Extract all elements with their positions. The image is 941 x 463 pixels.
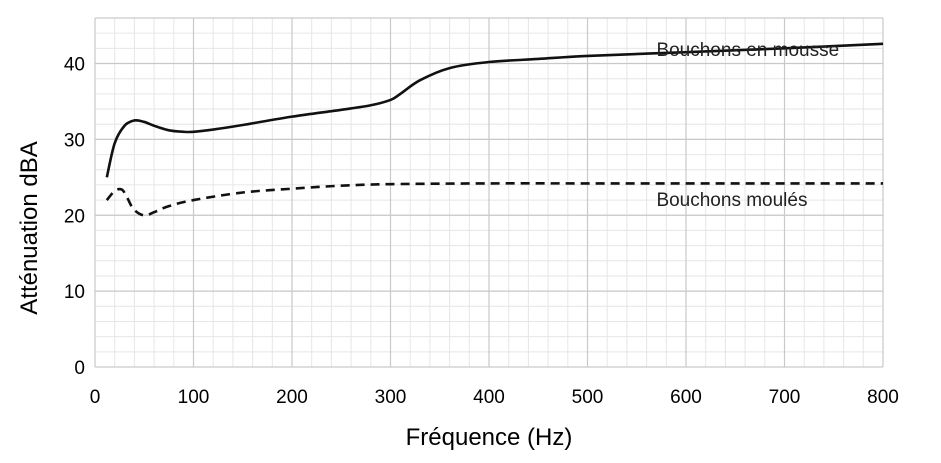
y-tick-label: 40 [64,55,85,76]
series-label: Bouchons moulés [656,190,807,211]
x-axis-title: Fréquence (Hz) [406,424,573,451]
y-axis-title: Atténuation dBA [16,141,43,314]
x-tick-label: 700 [769,387,801,408]
x-tick-label: 800 [867,387,899,408]
series-line-bouchons-en-mousse [105,42,884,178]
x-tick-label: 300 [375,387,407,408]
series-layer [105,42,884,217]
x-axis-tick-labels: 0 100 200 300 400 500 600 700 800 [90,387,899,408]
y-tick-label: 20 [64,206,85,227]
y-tick-label: 30 [64,130,85,151]
x-tick-label: 400 [473,387,505,408]
x-tick-label: 200 [276,387,308,408]
x-tick-label: 500 [572,387,604,408]
y-axis-tick-labels: 0 10 20 30 40 [64,55,85,379]
x-tick-label: 100 [178,387,210,408]
series-label: Bouchons en mousse [656,40,839,61]
y-tick-label: 10 [64,282,85,303]
x-tick-label: 600 [670,387,702,408]
x-tick-label: 0 [90,387,101,408]
y-tick-label: 0 [74,358,85,379]
series-labels: Bouchons en mousse Bouchons moulés [656,40,839,211]
major-gridlines [94,17,884,368]
